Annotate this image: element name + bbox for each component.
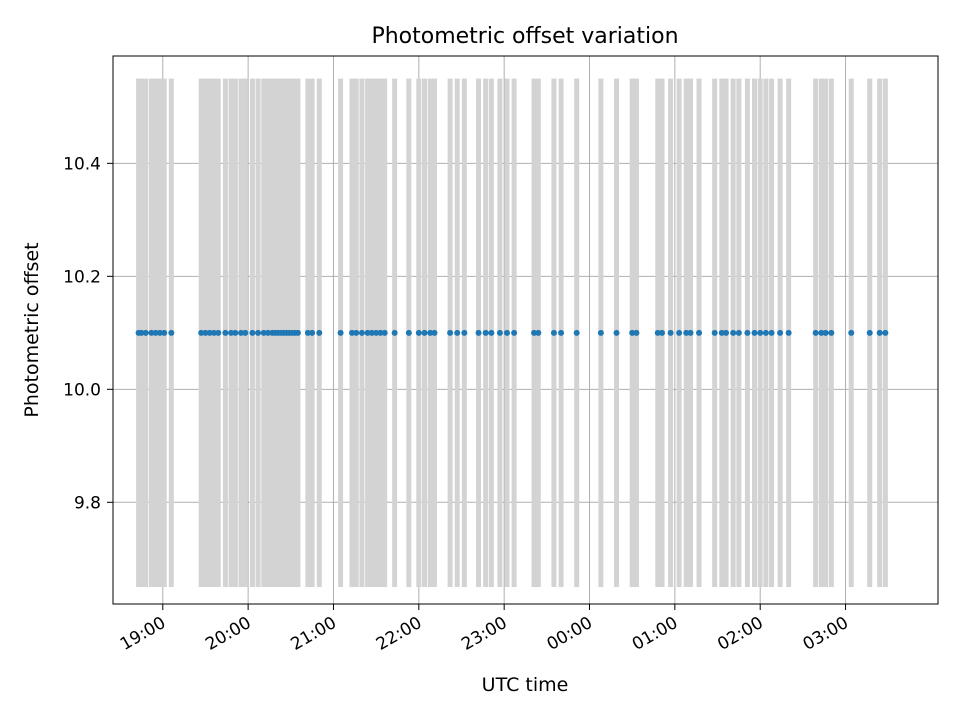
chart-title: Photometric offset variation: [371, 24, 678, 49]
data-point: [316, 329, 323, 336]
data-point: [461, 329, 468, 336]
data-point: [696, 329, 703, 336]
data-point: [381, 329, 388, 336]
data-point: [597, 329, 604, 336]
data-point: [633, 329, 640, 336]
data-point: [573, 329, 580, 336]
data-point: [142, 329, 149, 336]
data-point: [812, 329, 819, 336]
data-point: [415, 329, 422, 336]
data-point: [368, 329, 375, 336]
data-point: [260, 329, 267, 336]
data-point: [762, 329, 769, 336]
data-points: [135, 329, 889, 336]
data-point: [751, 329, 758, 336]
plot-frame: [112, 55, 939, 605]
data-point: [822, 329, 829, 336]
data-point: [309, 329, 316, 336]
data-point: [421, 329, 428, 336]
y-axis-label: Photometric offset: [21, 242, 43, 417]
data-point: [866, 329, 873, 336]
data-point: [447, 329, 454, 336]
data-point: [654, 329, 661, 336]
data-point: [735, 329, 742, 336]
data-point: [249, 329, 256, 336]
data-point: [475, 329, 482, 336]
data-point: [156, 329, 163, 336]
data-point: [238, 329, 245, 336]
data-point: [676, 329, 683, 336]
data-point: [152, 329, 159, 336]
data-point: [504, 329, 511, 336]
y-tick-label: 9.8: [74, 493, 101, 513]
data-point: [723, 329, 730, 336]
data-point: [337, 329, 344, 336]
data-point: [353, 329, 360, 336]
data-point: [818, 329, 825, 336]
data-point: [222, 329, 229, 336]
data-point: [629, 329, 636, 336]
data-point: [659, 329, 666, 336]
data-point: [348, 329, 355, 336]
data-point: [718, 329, 725, 336]
data-point: [683, 329, 690, 336]
data-point: [377, 329, 384, 336]
data-point: [232, 329, 239, 336]
data-point: [848, 329, 855, 336]
data-point: [358, 329, 365, 336]
data-point: [391, 329, 398, 336]
data-point: [876, 329, 883, 336]
data-point: [202, 329, 209, 336]
data-point: [304, 329, 311, 336]
data-point: [373, 329, 380, 336]
y-tick-label: 10.4: [63, 154, 101, 174]
y-tick-label: 10.2: [63, 267, 101, 287]
data-point: [558, 329, 565, 336]
data-point: [531, 329, 538, 336]
data-point: [405, 329, 412, 336]
data-point: [730, 329, 737, 336]
data-point: [757, 329, 764, 336]
data-point: [667, 329, 674, 336]
data-point: [364, 329, 371, 336]
data-point: [768, 329, 775, 336]
data-point: [294, 329, 301, 336]
data-point: [744, 329, 751, 336]
data-point: [228, 329, 235, 336]
data-point: [882, 329, 889, 336]
data-point: [687, 329, 694, 336]
data-point: [138, 329, 145, 336]
data-point: [777, 329, 784, 336]
data-point: [255, 329, 262, 336]
data-point: [550, 329, 557, 336]
data-point: [198, 329, 205, 336]
data-point: [168, 329, 175, 336]
data-point: [215, 329, 222, 336]
data-point: [454, 329, 461, 336]
data-point: [496, 329, 503, 336]
data-point: [242, 329, 249, 336]
data-point: [161, 329, 168, 336]
data-point: [427, 329, 434, 336]
data-point: [431, 329, 438, 336]
data-point: [488, 329, 495, 336]
data-point: [613, 329, 620, 336]
y-axis: 9.8 10.0 10.2 10.4: [63, 154, 113, 513]
x-axis-label: UTC time: [482, 674, 569, 696]
data-point: [482, 329, 489, 336]
data-point: [711, 329, 718, 336]
data-point: [265, 329, 272, 336]
data-point: [828, 329, 835, 336]
data-point: [210, 329, 217, 336]
data-point: [785, 329, 792, 336]
y-tick-label: 10.0: [63, 380, 101, 400]
data-point: [148, 329, 155, 336]
data-point: [511, 329, 518, 336]
data-point: [535, 329, 542, 336]
data-point: [206, 329, 213, 336]
